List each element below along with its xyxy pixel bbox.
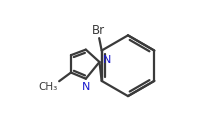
- Text: N: N: [103, 55, 111, 65]
- Text: CH₃: CH₃: [39, 82, 58, 93]
- Text: Br: Br: [92, 24, 105, 37]
- Text: N: N: [82, 82, 91, 92]
